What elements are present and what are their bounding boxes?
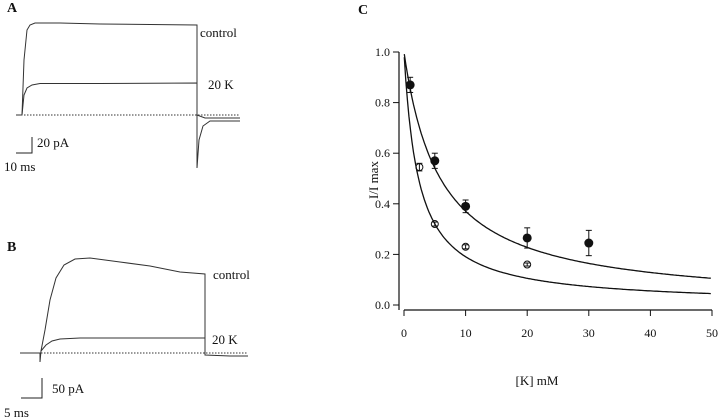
- panel-b-scale-x: 5 ms: [4, 405, 29, 419]
- data-point-open: [523, 260, 532, 269]
- y-tick-label: 0.4: [375, 197, 390, 211]
- panel-a-label: A: [7, 1, 18, 16]
- panel-a-scale-y: 20 pA: [37, 135, 70, 150]
- y-tick-label: 0.6: [375, 146, 390, 160]
- data-point-filled: [430, 156, 440, 166]
- panel-b-traces: [20, 257, 248, 363]
- panel-b-control-label: control: [213, 267, 250, 282]
- panel-a-scale-bar: [16, 137, 33, 154]
- data-point-open: [430, 220, 439, 229]
- x-tick-label: 0: [401, 326, 407, 340]
- y-axis-label: I/I max: [366, 161, 381, 199]
- chart-c: 0.0 0.2 0.4 0.6 0.8 1.0 0 10 20 30 40 50 I/I max […: [366, 45, 718, 388]
- data-point-filled: [461, 201, 471, 211]
- x-tick-label: 30: [583, 326, 595, 340]
- y-tick-label: 0.8: [375, 96, 390, 110]
- x-tick-label: 50: [706, 326, 718, 340]
- x-tick-label: 20: [521, 326, 533, 340]
- panel-a-traces: [16, 22, 240, 169]
- data-point-open: [461, 242, 470, 251]
- data-point-filled: [405, 80, 415, 90]
- panel-a-20k-label: 20 K: [208, 77, 234, 92]
- x-tick-label: 40: [644, 326, 656, 340]
- y-tick-label: 0.0: [375, 298, 390, 312]
- y-tick-label: 0.2: [375, 247, 390, 261]
- x-tick-label: 10: [460, 326, 472, 340]
- data-point-filled: [584, 238, 594, 248]
- fit-curve-open: [403, 57, 711, 295]
- panel-b-control-trace: [20, 257, 248, 363]
- panel-b-label: B: [7, 240, 16, 255]
- data-point-open: [415, 163, 424, 172]
- panel-b-scale-y: 50 pA: [52, 381, 85, 396]
- panel-a-control-label: control: [200, 25, 237, 40]
- panel-a-20k-trace: [21, 82, 240, 119]
- x-axis-label: [K] mM: [516, 373, 559, 388]
- panel-b-20k-trace: [40, 337, 206, 355]
- data-point-filled: [522, 233, 532, 243]
- panel-b-scale-bar: [21, 378, 43, 399]
- panel-b-20k-label: 20 K: [212, 332, 238, 347]
- panel-a-control-trace: [16, 22, 240, 169]
- panel-a-scale-x: 10 ms: [4, 159, 35, 174]
- fit-curve-filled: [403, 54, 711, 279]
- panel-c-label: C: [358, 3, 368, 18]
- y-tick-label: 1.0: [375, 45, 390, 59]
